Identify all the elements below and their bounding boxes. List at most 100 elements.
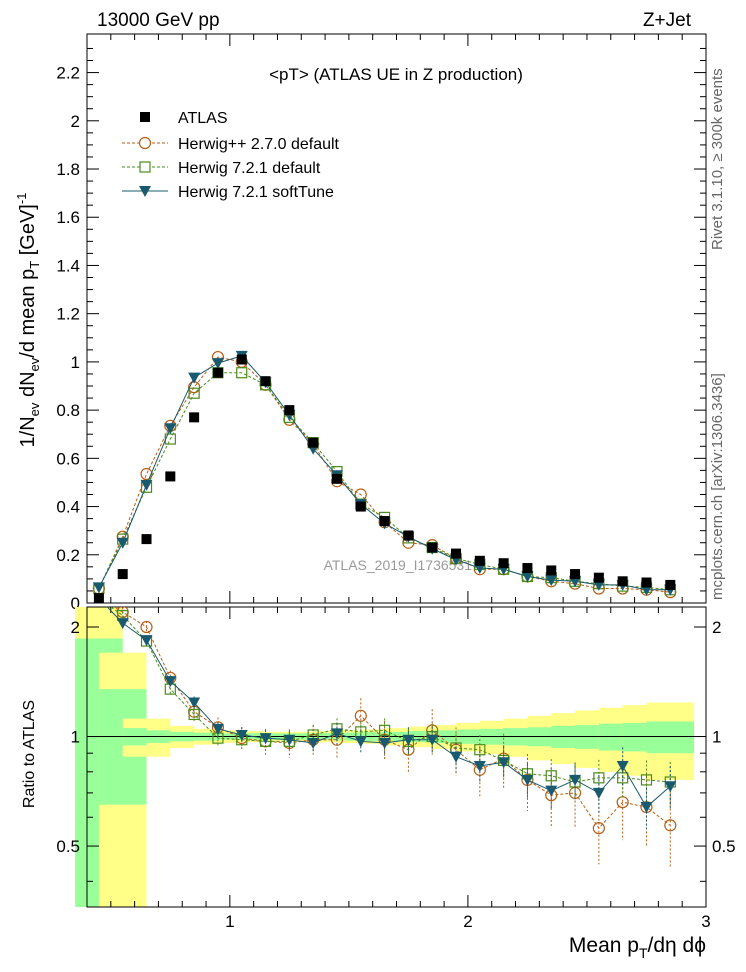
atlas-data-point [451,548,462,559]
ratio-series-point [307,737,320,749]
mcplots-label: mcplots.cern.ch [arXiv:1306.3436] [709,373,726,600]
main-y-tick-label: 1.2 [56,305,80,324]
ratio-y-axis-label: Ratio to ATLAS [21,700,38,808]
ratio-series-point [521,774,534,786]
main-y-tick-label: 1.4 [56,256,80,275]
ratio-panel: 1 2 3 0.5 0.5 1 1 2 2 [56,606,736,931]
ratio-series-point [140,635,153,647]
ratio-y-tick-label: 0.5 [56,837,80,856]
main-series-point [188,372,201,384]
atlas-data-point [284,405,295,416]
main-y-tick-label: 2 [71,112,80,131]
analysis-watermark: ATLAS_2019_I1736531 [324,557,473,573]
atlas-data-point [593,572,604,583]
ratio-series-point [497,757,510,769]
legend-label-herwig7-softtune: Herwig 7.2.1 softTune [178,184,334,201]
main-y-tick-label: 1.8 [56,160,80,179]
atlas-data-point [141,534,152,545]
atlas-data-point [93,593,104,603]
atlas-data-point [522,563,533,574]
ratio-series-point [592,787,605,799]
x-tick-label: 1 [225,912,234,931]
ratio-series-point [402,734,415,746]
atlas-data-point [665,579,676,590]
atlas-data-point [427,542,438,553]
atlas-data-point [308,437,319,448]
atlas-data-point [355,501,366,512]
main-y-tick-label: 0.6 [56,449,80,468]
ratio-series-line [106,607,671,808]
x-axis-label: Mean pT/dη dϕ [569,934,706,961]
legend-marker-herwigpp [138,136,152,150]
main-y-tick-label: 1.6 [56,208,80,227]
ratio-series-point [330,728,343,740]
atlas-data-point [117,569,128,580]
ratio-plot-area [106,607,677,867]
main-panel: 0 0.2 0.4 0.6 0.8 1 1.2 1.4 1.6 1.8 2 2.2 [56,33,707,613]
ratio-series-point [188,708,200,721]
atlas-data-point [617,576,628,587]
rivet-label: Rivet 3.1.10, ≥ 300k events [709,68,726,250]
main-y-tick-label: 1 [71,353,80,372]
ratio-series-point [592,822,605,835]
ratio-y-tick-label-right: 0.5 [712,837,736,856]
legend-label-herwig7-default: Herwig 7.2.1 default [178,160,321,177]
ratio-series-point [473,760,486,772]
ratio-series-point [664,819,677,832]
main-plot-area [92,350,677,603]
legend-label-atlas: ATLAS [178,110,228,127]
main-y-tick-label: 0 [71,594,80,613]
ratio-series-point [474,744,486,756]
x-tick-label: 2 [463,912,472,931]
atlas-data-point [331,473,342,484]
atlas-data-point [236,354,247,365]
ratio-series-point [450,751,463,763]
ratio-series-point [116,618,129,630]
main-series-point [140,467,153,481]
main-series-line [98,355,671,591]
main-y-tick-label: 0.4 [56,498,80,517]
ratio-y-tick-label-right: 2 [712,618,721,637]
ratio-series-point [140,620,153,634]
atlas-data-point [212,367,223,378]
main-series-line [98,372,671,591]
main-series-point [545,575,558,587]
main-series-point [521,571,534,583]
ratio-y-tick-label: 1 [71,728,80,747]
atlas-data-point [403,530,414,541]
main-y-tick-label: 0.2 [56,546,80,565]
ratio-series-point [164,676,177,688]
ratio-series-point [569,774,582,786]
legend-marker-herwig7-default [139,161,151,173]
ratio-series-point [426,734,439,746]
atlas-data-point [379,516,390,527]
ratio-series-point [188,697,201,709]
atlas-data-point [165,471,176,482]
ratio-series-point [640,774,653,786]
atlas-data-point [570,569,581,580]
atlas-data-point [498,558,509,569]
main-y-tick-label: 0.8 [56,401,80,420]
energy-label: 13000 GeV pp [97,10,220,31]
plot-title: <pT> (ATLAS UE in Z production) [269,65,523,84]
atlas-data-point [189,412,200,423]
ratio-series-point [211,723,224,735]
process-label: Z+Jet [643,10,692,31]
x-tick-label: 3 [701,912,710,931]
main-y-axis-label: 1/Nev dNev/d mean pT [GeV]-1 [14,193,42,448]
atlas-data-point [641,577,652,588]
main-series-point [92,582,105,594]
main-series-point [236,367,248,379]
ratio-series-point [545,785,558,797]
ratio-series-point [354,736,367,748]
ratio-series-point [259,733,272,745]
ratio-series-point [593,772,605,784]
ratio-series-point [545,770,557,782]
atlas-data-point [260,376,271,387]
ratio-y-tick-label: 2 [71,618,80,637]
main-series-point [140,479,153,491]
ratio-series-point [616,760,629,772]
main-series-point [116,537,129,549]
atlas-data-point [474,555,485,566]
legend-label-herwigpp: Herwig++ 2.7.0 default [178,136,340,153]
